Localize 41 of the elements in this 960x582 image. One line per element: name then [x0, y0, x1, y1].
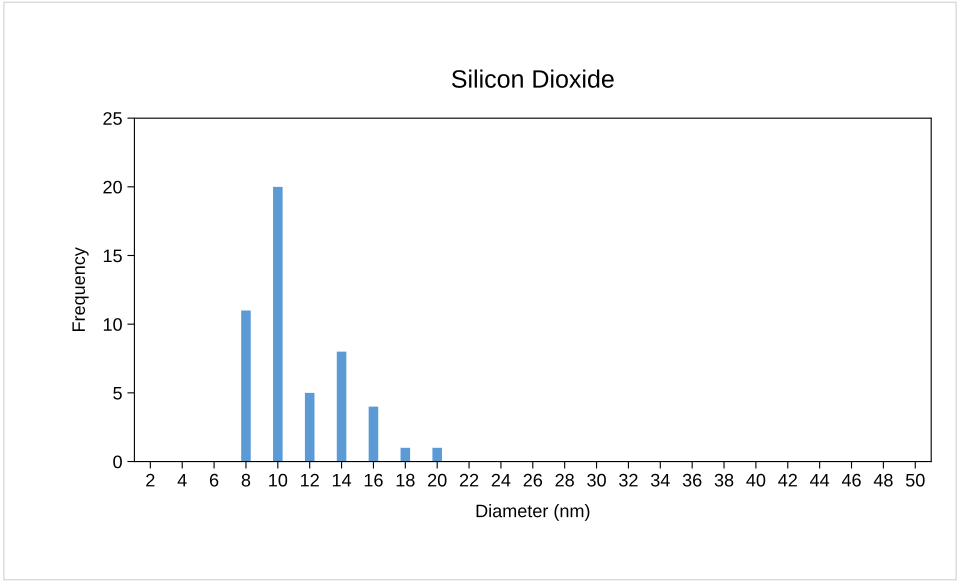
x-tick-label: 8 — [242, 474, 250, 487]
x-tick-label: 34 — [650, 474, 670, 487]
x-tick-label: 26 — [524, 474, 542, 487]
x-tick-label: 4 — [178, 474, 187, 486]
x-tick-label: 50 — [906, 474, 925, 487]
bar — [432, 448, 442, 462]
x-tick-label: 20 — [428, 474, 447, 487]
x-tick-label: 32 — [619, 474, 638, 487]
x-tick-label: 42 — [778, 474, 797, 486]
x-tick-label: 2 — [146, 474, 154, 486]
x-axis-title: Diameter (nm) — [476, 504, 590, 521]
x-tick-label: 48 — [874, 474, 893, 487]
bar — [241, 310, 251, 462]
x-tick-label: 22 — [460, 474, 478, 486]
x-tick-label: 18 — [396, 474, 415, 487]
y-tick-label: 15 — [104, 250, 122, 262]
x-tick-label: 12 — [301, 474, 319, 486]
chart-title: Silicon Dioxide — [452, 69, 614, 88]
y-tick-label: 5 — [113, 386, 122, 400]
x-tick-label: 24 — [492, 474, 510, 486]
y-axis-title: Frequency — [72, 247, 89, 332]
x-tick-label: 44 — [810, 474, 830, 486]
bar — [304, 392, 314, 462]
bar — [368, 406, 378, 462]
y-tick-label: 20 — [103, 180, 122, 194]
bar — [273, 186, 283, 462]
y-tick-label: 10 — [104, 318, 122, 331]
x-tick-label: 28 — [556, 474, 574, 487]
x-tick-label: 46 — [842, 474, 861, 487]
y-tick-label: 0 — [113, 455, 122, 468]
bar — [336, 352, 346, 462]
x-tick-label: 14 — [332, 474, 352, 486]
x-tick-label: 38 — [714, 474, 734, 487]
y-tick-label: 25 — [103, 112, 122, 125]
x-tick-label: 16 — [364, 474, 383, 487]
bar — [400, 448, 410, 462]
x-tick-label: 36 — [682, 474, 702, 487]
x-tick-label: 40 — [746, 474, 766, 487]
x-tick-label: 30 — [587, 474, 606, 487]
x-tick-label: 6 — [210, 474, 218, 487]
x-tick-label: 10 — [269, 474, 288, 487]
